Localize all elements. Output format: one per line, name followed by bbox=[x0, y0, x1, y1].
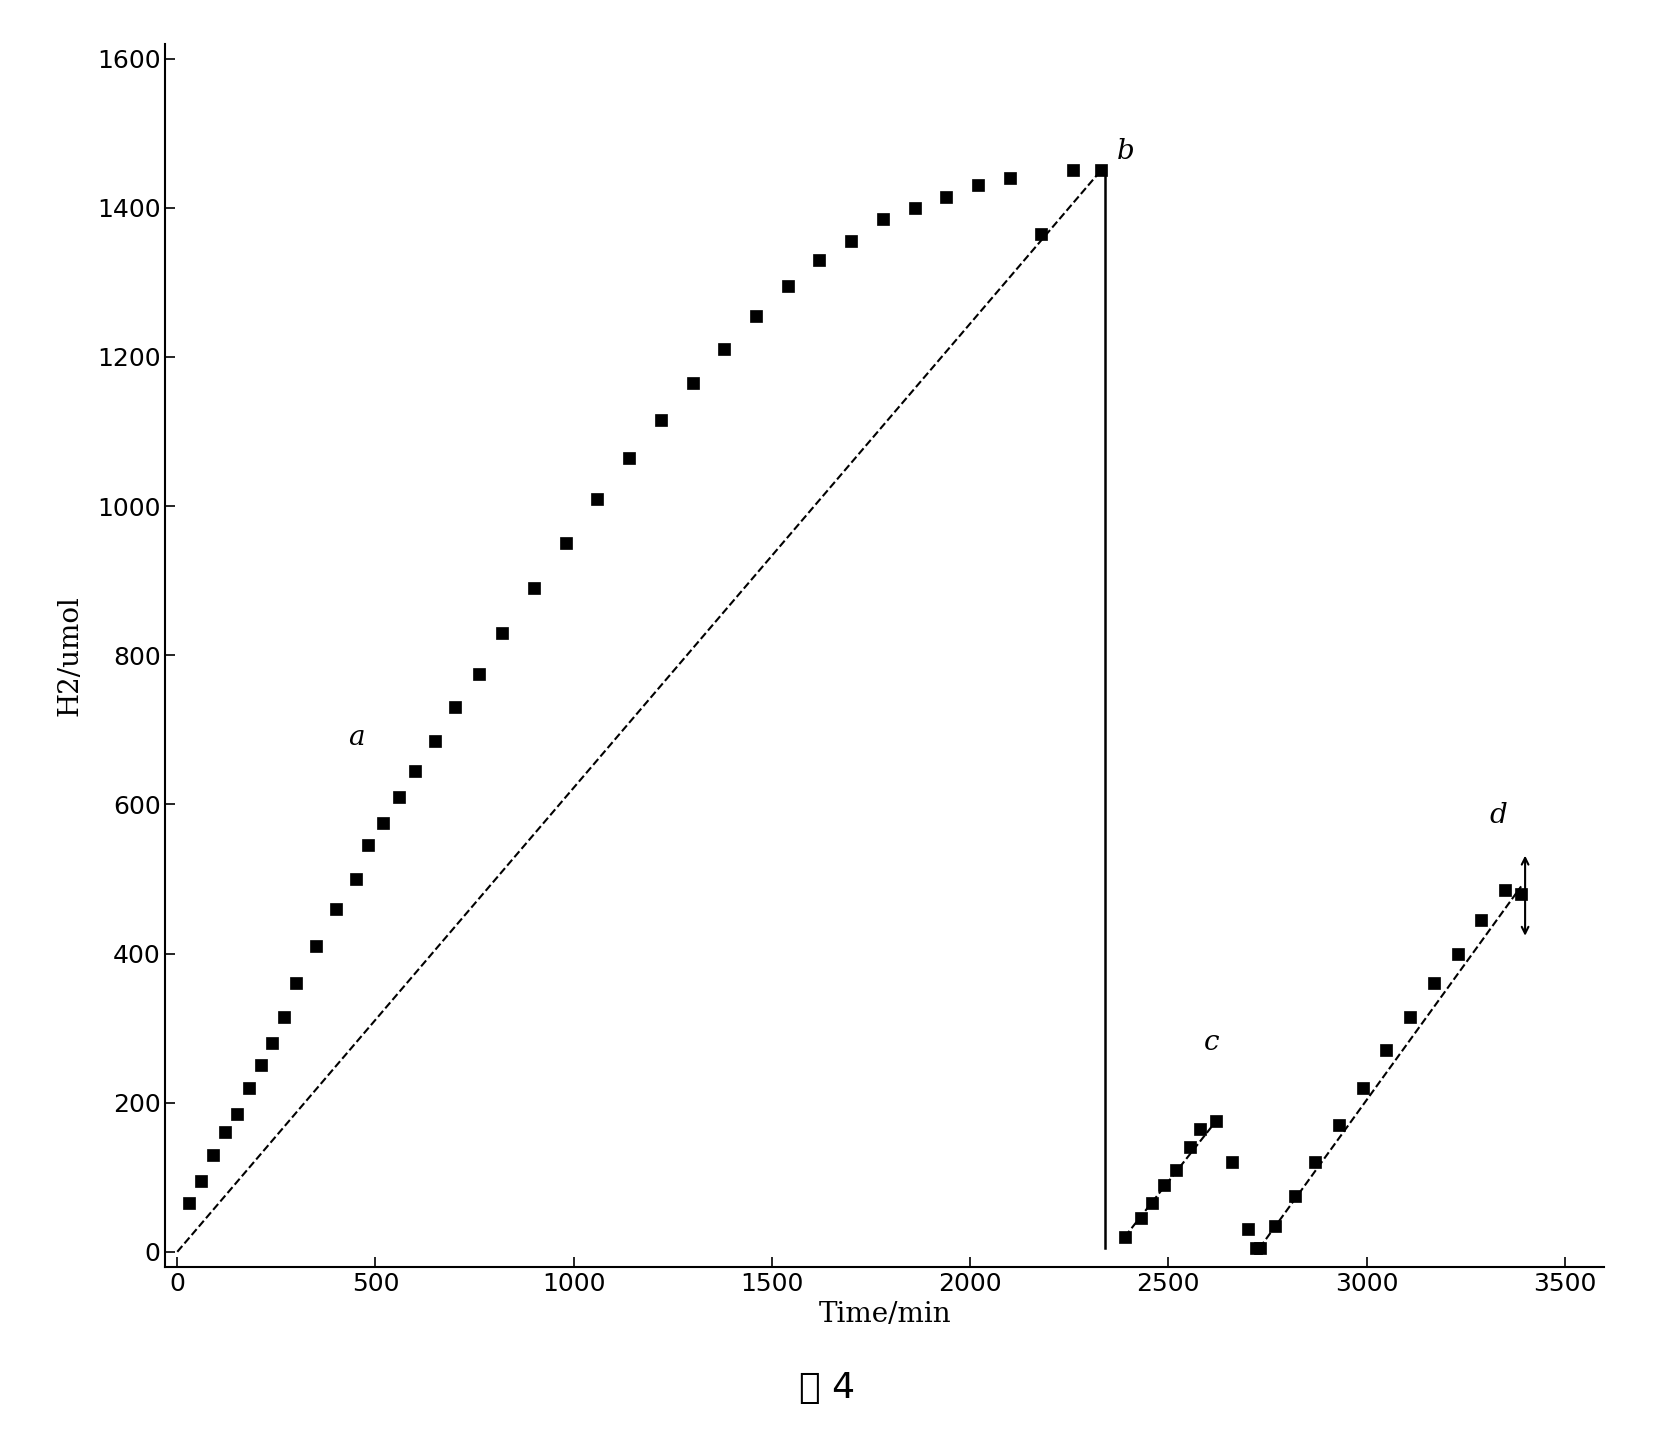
Text: a: a bbox=[347, 724, 364, 751]
X-axis label: Time/min: Time/min bbox=[819, 1302, 951, 1328]
Text: d: d bbox=[1489, 802, 1507, 828]
Text: 图 4: 图 4 bbox=[799, 1370, 855, 1405]
Text: b: b bbox=[1116, 138, 1135, 166]
Y-axis label: H2/umol: H2/umol bbox=[56, 594, 83, 716]
Text: c: c bbox=[1204, 1029, 1219, 1057]
